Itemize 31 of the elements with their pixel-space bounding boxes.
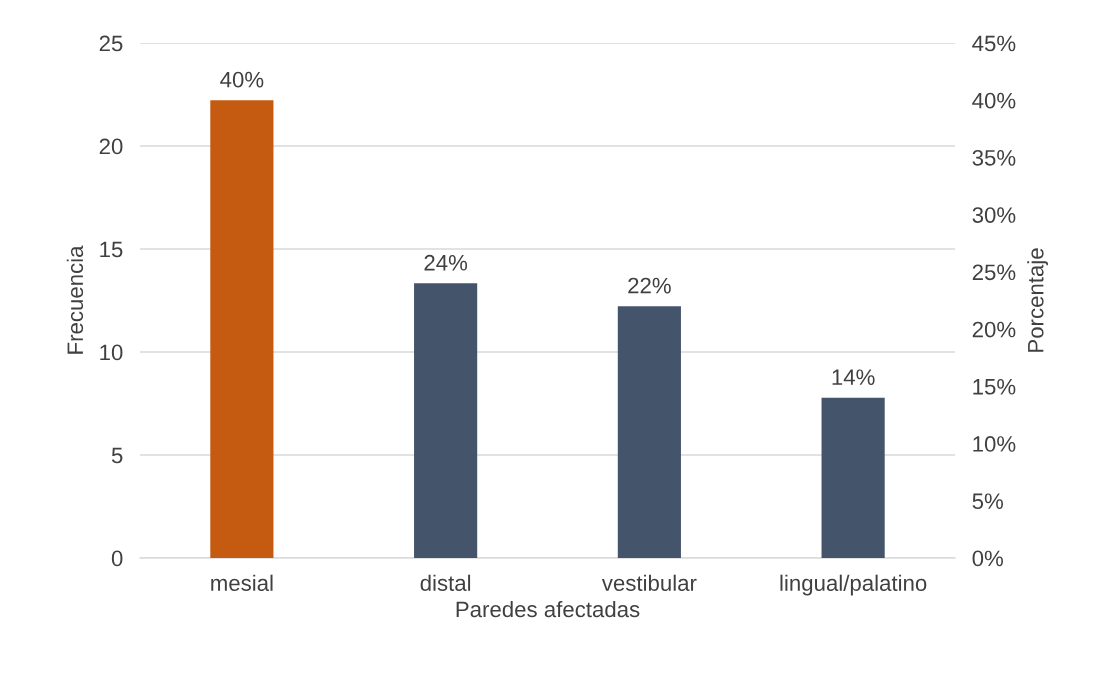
y2-tick-label: 30% bbox=[972, 207, 1016, 223]
x-tick-label: mesial bbox=[211, 574, 273, 591]
y2-tick-label: 5% bbox=[972, 493, 1003, 510]
y2-tick-label: 10% bbox=[973, 436, 1016, 452]
bar bbox=[210, 100, 274, 558]
bar bbox=[821, 397, 885, 558]
x-tick-label: vestibular bbox=[601, 574, 697, 591]
data-label: 22% bbox=[628, 277, 671, 294]
y-tick-label: 5 bbox=[111, 447, 123, 464]
y-tick-label: 25 bbox=[99, 35, 123, 52]
data-label: 14% bbox=[832, 369, 875, 385]
y2-axis-title: Porcentaje bbox=[1027, 248, 1048, 352]
bar bbox=[414, 283, 478, 558]
y-tick-label: 15 bbox=[100, 241, 123, 258]
y-tick-label: 20 bbox=[99, 138, 123, 155]
y2-tick-label: 0% bbox=[972, 550, 1003, 567]
y-tick-label: 10 bbox=[100, 344, 123, 361]
y2-tick-label: 25% bbox=[972, 264, 1016, 281]
y2-tick-label: 45% bbox=[972, 35, 1016, 52]
y2-tick-label: 15% bbox=[973, 378, 1016, 395]
data-label: 24% bbox=[424, 254, 468, 271]
y2-tick-label: 40% bbox=[972, 92, 1016, 109]
y-axis-title: Frecuencia bbox=[66, 245, 84, 354]
x-tick-label: distal bbox=[420, 574, 471, 591]
x-tick-label: lingual/palatino bbox=[780, 574, 927, 596]
x-axis-title: Paredes afectadas bbox=[456, 600, 640, 618]
y2-tick-label: 35% bbox=[972, 149, 1016, 166]
y-tick-label: 0 bbox=[111, 550, 123, 567]
data-label: 40% bbox=[220, 71, 264, 88]
y2-tick-label: 20% bbox=[972, 321, 1016, 338]
bar bbox=[617, 306, 681, 558]
